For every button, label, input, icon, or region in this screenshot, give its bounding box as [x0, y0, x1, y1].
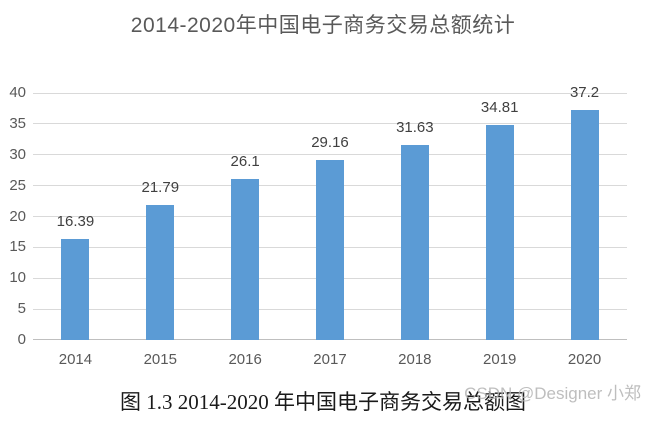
data-label-2017: 29.16 [311, 133, 349, 151]
data-label-2015: 21.79 [141, 179, 180, 197]
x-tick-label: 2019 [483, 351, 517, 368]
x-axis: 2014 2015 2016 2017 2018 2019 2020 [33, 352, 627, 370]
y-tick-label: 0 [17, 331, 26, 348]
bar-2016 [231, 178, 260, 340]
gridline [33, 154, 627, 156]
gridline [33, 123, 627, 125]
y-tick-label: 25 [9, 176, 26, 194]
figure-caption: 图 1.3 2014-2020 年中国电子商务交易总额图 [120, 390, 526, 414]
y-tick-label: 20 [9, 207, 26, 225]
y-tick-label: 15 [9, 238, 26, 256]
x-tick-label: 2014 [58, 351, 93, 368]
gridline [33, 92, 627, 94]
bar-2019 [485, 125, 514, 340]
y-tick-label: 35 [9, 114, 26, 132]
bar-2014 [61, 238, 90, 340]
y-tick-label: 30 [9, 145, 26, 163]
x-tick-label: 2016 [228, 351, 262, 368]
x-tick-label: 2017 [313, 351, 347, 368]
x-tick-label: 2015 [143, 351, 177, 368]
data-label-2016: 26.1 [230, 152, 260, 170]
data-label-2014: 16.39 [56, 212, 95, 230]
bar-2015 [146, 205, 175, 340]
data-label-2019: 34.81 [480, 99, 519, 117]
y-tick-label: 10 [9, 269, 26, 287]
y-tick-label: 5 [17, 300, 26, 318]
bar-2020 [570, 110, 599, 340]
watermark: CSDN @Designer 小郑 [464, 384, 641, 403]
bar-2018 [400, 144, 429, 340]
y-axis: 0 5 10 15 20 25 30 35 40 [0, 85, 26, 348]
x-tick-label: 2020 [567, 351, 602, 368]
data-label-2020: 37.2 [569, 84, 600, 102]
chart-title: 2014-2020年中国电子商务交易总额统计 [130, 14, 516, 37]
x-tick-label: 2018 [398, 351, 432, 368]
bar-2017 [316, 159, 344, 340]
plot-area: 16.39 21.79 26.1 29.16 31.63 34.81 37.2 [33, 85, 627, 340]
data-label-2018: 31.63 [396, 118, 434, 136]
y-tick-label: 40 [9, 84, 26, 101]
